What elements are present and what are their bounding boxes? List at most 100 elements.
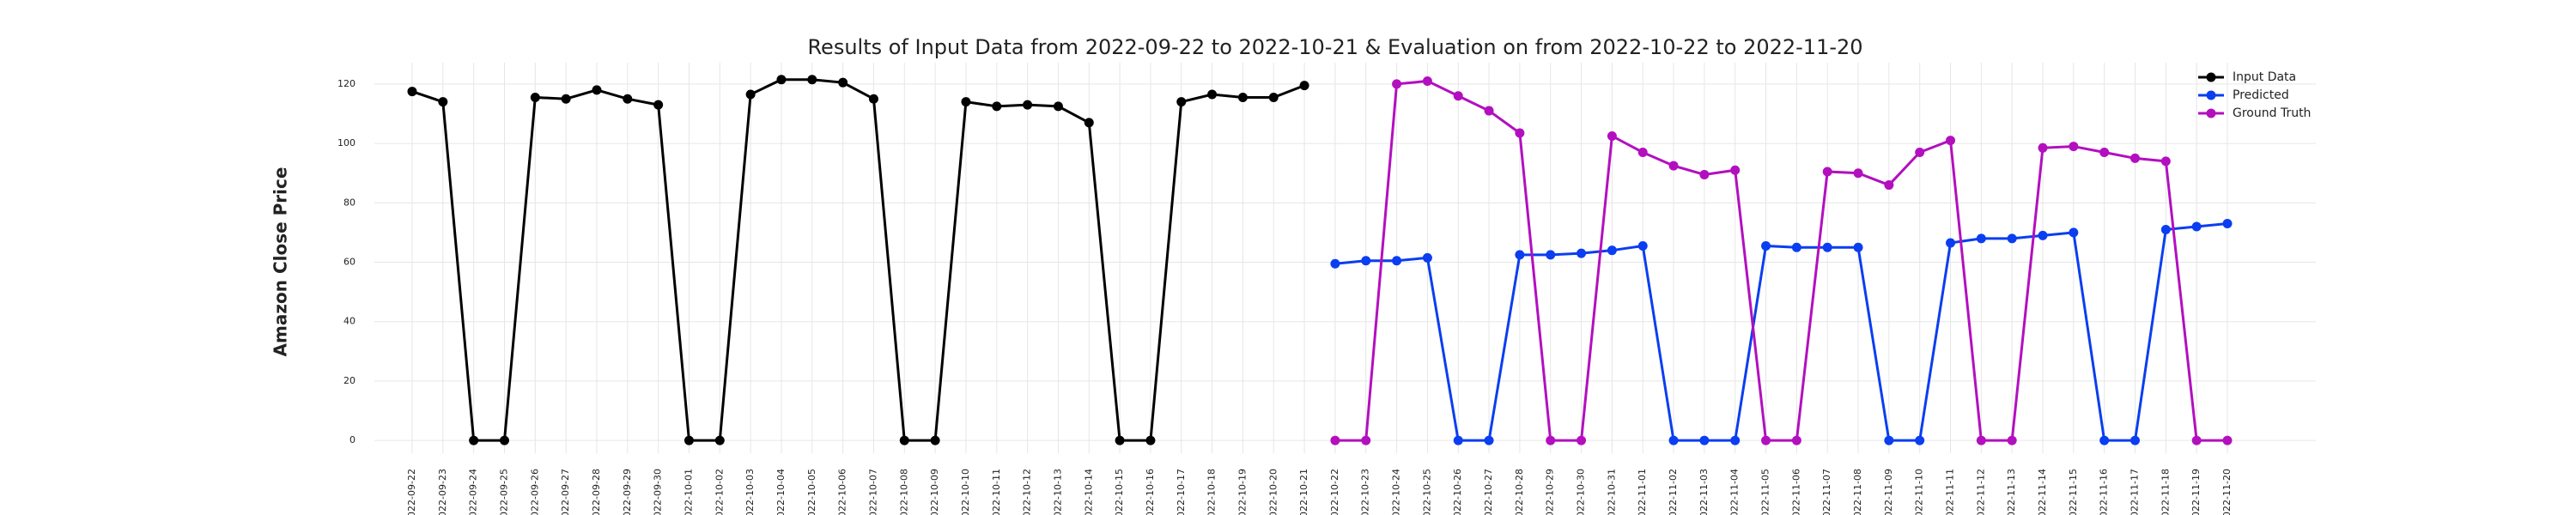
x-tick-label: 2022-10-25 (1421, 469, 1432, 515)
data-point (1392, 256, 1402, 266)
data-point (2222, 219, 2233, 229)
x-tick-label: 2022-10-10 (960, 469, 971, 515)
y-tick-label: 100 (337, 137, 355, 148)
data-point (1053, 101, 1063, 112)
data-point (2191, 435, 2202, 445)
data-point (1637, 147, 1648, 157)
x-tick-label: 2022-09-27 (560, 469, 571, 515)
x-tick-label: 2022-10-20 (1267, 469, 1279, 515)
legend-marker (2206, 90, 2216, 100)
x-tick-label: 2022-10-14 (1083, 469, 1094, 515)
data-point (961, 97, 971, 107)
data-point (2038, 230, 2048, 240)
x-tick-label: 2022-11-19 (2190, 469, 2202, 515)
x-tick-label: 2022-10-17 (1176, 469, 1187, 515)
x-tick-label: 2022-09-24 (468, 469, 479, 515)
data-point (469, 435, 479, 445)
x-tick-label: 2022-11-03 (1698, 469, 1710, 515)
x-tick-label: 2022-11-18 (2160, 469, 2171, 515)
x-tick-label: 2022-10-19 (1236, 469, 1248, 515)
data-point (2007, 435, 2017, 445)
x-tick-label: 2022-10-06 (837, 469, 848, 515)
data-point (1084, 118, 1094, 128)
x-tick-label: 2022-10-09 (929, 469, 940, 515)
data-point (1361, 256, 1371, 266)
data-point (1668, 435, 1679, 445)
data-point (1761, 240, 1771, 251)
data-point (1853, 168, 1863, 179)
data-point (1946, 238, 1956, 248)
data-point (1791, 435, 1801, 445)
x-tick-label: 2022-11-04 (1729, 469, 1741, 515)
data-point (2160, 156, 2171, 167)
data-point (499, 435, 509, 445)
x-tick-label: 2022-10-22 (1329, 469, 1340, 515)
data-point (2130, 435, 2141, 445)
data-point (1791, 242, 1801, 252)
data-point (745, 89, 756, 100)
legend-label: Input Data (2233, 70, 2296, 84)
data-point (623, 94, 633, 104)
x-tick-label: 2022-10-24 (1391, 469, 1402, 515)
x-tick-label: 2022-10-15 (1114, 469, 1125, 515)
x-tick-label: 2022-10-30 (1576, 469, 1587, 515)
x-tick-label: 2022-09-22 (406, 469, 417, 515)
x-tick-label: 2022-11-09 (1883, 469, 1894, 515)
data-point (1577, 435, 1587, 445)
data-point (1484, 106, 1494, 116)
data-point (1330, 258, 1340, 269)
data-point (561, 94, 571, 104)
x-tick-label: 2022-10-07 (867, 469, 878, 515)
x-tick-label: 2022-10-12 (1022, 469, 1033, 515)
x-tick-label: 2022-10-05 (806, 469, 817, 515)
series-line (411, 78, 1305, 442)
data-point (530, 92, 540, 102)
data-point (592, 85, 602, 95)
data-point (992, 101, 1002, 112)
data-point (1361, 435, 1371, 445)
x-tick-label: 2022-11-10 (1914, 469, 1925, 515)
data-point (868, 94, 878, 104)
x-tick-label: 2022-10-29 (1545, 469, 1556, 515)
data-point (438, 97, 448, 107)
data-point (1422, 76, 1432, 86)
data-point (1884, 180, 1894, 191)
data-point (1023, 100, 1033, 110)
data-point (899, 435, 909, 445)
x-tick-label: 2022-10-28 (1514, 469, 1525, 515)
x-tick-label: 2022-11-15 (2068, 469, 2079, 515)
data-point (2069, 227, 2079, 238)
data-point (1946, 136, 1956, 146)
x-tick-label: 2022-09-30 (653, 469, 664, 515)
x-tick-label: 2022-10-31 (1606, 469, 1617, 515)
x-tick-label: 2022-10-01 (683, 469, 694, 515)
data-point (1546, 435, 1556, 445)
x-tick-label: 2022-09-29 (622, 469, 633, 515)
x-tick-label: 2022-11-08 (1852, 469, 1863, 515)
data-point (1730, 435, 1741, 445)
y-tick-label: 80 (343, 197, 355, 208)
data-point (1637, 240, 1648, 251)
x-tick-label: 2022-10-23 (1360, 469, 1371, 515)
x-tick-label: 2022-10-04 (775, 469, 787, 515)
data-point (2007, 233, 2017, 244)
data-point (1853, 242, 1863, 252)
x-tick-label: 2022-10-18 (1206, 469, 1218, 515)
data-point (930, 435, 940, 445)
x-tick-label: 2022-11-13 (2006, 469, 2017, 515)
x-tick-label: 2022-10-03 (744, 469, 756, 515)
data-point (1607, 130, 1617, 141)
data-point (1699, 169, 1710, 179)
x-tick-label: 2022-10-27 (1483, 469, 1494, 515)
x-tick-label: 2022-11-16 (2099, 469, 2110, 515)
x-tick-label: 2022-10-08 (898, 469, 909, 515)
data-point (2099, 435, 2110, 445)
data-point (2069, 142, 2079, 152)
data-point (2130, 153, 2141, 163)
data-point (1176, 97, 1187, 107)
data-point (1268, 92, 1279, 102)
x-tick-label: 2022-10-26 (1452, 469, 1463, 515)
x-tick-label: 2022-11-11 (1945, 469, 1956, 515)
data-point (1915, 435, 1925, 445)
